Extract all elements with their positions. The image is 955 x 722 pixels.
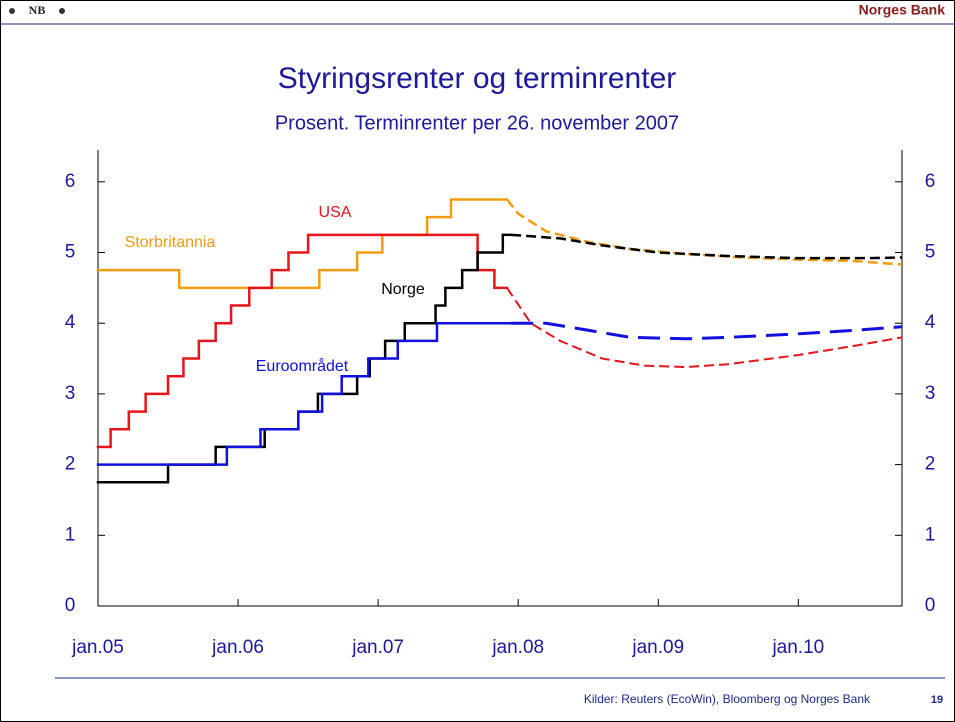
bank-name: Norges Bank <box>859 2 946 18</box>
x-tick-label: jan.07 <box>351 637 404 658</box>
y-tick-label: 0 <box>65 595 76 616</box>
forward-curve <box>506 287 903 369</box>
y-tick-label: 2 <box>65 454 76 475</box>
y2-tick-label: 2 <box>925 454 936 475</box>
forward-curve <box>511 321 903 341</box>
y-tick-label: 5 <box>65 242 76 263</box>
chart-subtitle: Prosent. Terminrenter per 26. november 2… <box>275 112 679 134</box>
series-label: USA <box>319 204 352 221</box>
forward-curve <box>511 233 903 260</box>
x-tick-label: jan.08 <box>491 637 544 658</box>
page-number: 19 <box>931 694 943 706</box>
y-tick-label: 4 <box>65 312 76 333</box>
y-tick-label: 1 <box>65 524 76 545</box>
x-tick-label: jan.06 <box>211 637 264 658</box>
series-label: Storbritannia <box>125 234 216 251</box>
y-tick-label: 6 <box>65 171 76 192</box>
x-tick-label: jan.09 <box>631 637 684 658</box>
logo: NB <box>29 3 46 17</box>
y2-tick-label: 1 <box>925 524 936 545</box>
y2-tick-label: 6 <box>925 171 936 192</box>
y-tick-label: 3 <box>65 383 76 404</box>
y2-tick-label: 3 <box>925 383 936 404</box>
source: Kilder: Reuters (EcoWin), Bloomberg og N… <box>584 692 871 706</box>
y2-tick-label: 5 <box>925 242 936 263</box>
x-tick-label: jan.05 <box>71 637 124 658</box>
x-tick-label: jan.10 <box>771 637 824 658</box>
series-label: Norge <box>381 281 425 298</box>
logo-ornament <box>9 8 65 14</box>
y2-tick-label: 4 <box>925 312 936 333</box>
series-label: Euroområdet <box>256 357 349 375</box>
y2-tick-label: 0 <box>925 595 936 616</box>
forward-curve <box>506 198 903 266</box>
chart-title: Styringsrenter og terminrenter <box>278 62 677 95</box>
